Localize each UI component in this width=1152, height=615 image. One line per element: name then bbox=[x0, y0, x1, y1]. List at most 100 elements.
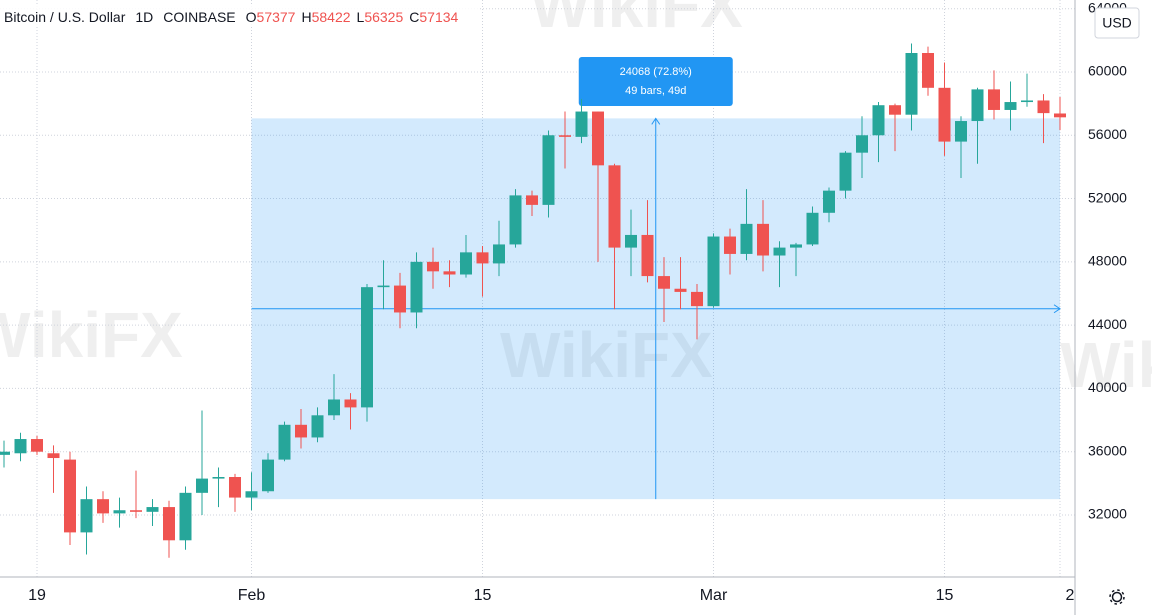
candle-body bbox=[938, 87, 951, 142]
candle-body bbox=[526, 195, 538, 205]
arrow-head bbox=[651, 117, 661, 125]
candle-body bbox=[31, 439, 43, 452]
y-tick-label: 32000 bbox=[1088, 506, 1127, 522]
symbol-name: Bitcoin / U.S. Dollar bbox=[4, 9, 126, 25]
candle-body bbox=[311, 415, 324, 438]
candle-body bbox=[559, 135, 571, 137]
candle-body bbox=[278, 424, 291, 460]
candle-body bbox=[856, 135, 868, 153]
ohlc-value: 57377 bbox=[257, 9, 296, 25]
ohlc-value: 58422 bbox=[312, 9, 351, 25]
ohlc-label: C bbox=[409, 9, 419, 25]
settings-icon[interactable] bbox=[1109, 589, 1125, 605]
candle-body bbox=[113, 510, 126, 514]
candle-body bbox=[146, 507, 159, 512]
candle-body bbox=[427, 261, 439, 272]
x-tick-label: 15 bbox=[474, 587, 492, 604]
candle-body bbox=[707, 236, 720, 307]
watermark: WikiFX bbox=[0, 299, 183, 371]
candle-body bbox=[1037, 100, 1050, 114]
measure-sublabel: 49 bars, 49d bbox=[625, 85, 686, 97]
measure-label: 24068 (72.8%) bbox=[620, 66, 692, 78]
candle-body bbox=[64, 459, 76, 533]
candle-body bbox=[443, 271, 456, 275]
candle-body bbox=[823, 190, 835, 213]
candle-body bbox=[262, 459, 274, 492]
candle-body bbox=[80, 499, 93, 533]
y-tick-label: 40000 bbox=[1088, 379, 1127, 395]
y-tick-label: 36000 bbox=[1088, 442, 1127, 458]
candle-body bbox=[493, 244, 505, 264]
candle-body bbox=[344, 399, 357, 408]
measure-label-box bbox=[578, 57, 733, 106]
candle-body bbox=[806, 212, 819, 245]
candle-body bbox=[641, 234, 654, 277]
y-tick-label: 52000 bbox=[1088, 189, 1127, 205]
measure-tool[interactable]: 24068 (72.8%) 49 bars, 49d bbox=[251, 57, 1061, 500]
x-tick-label: 19 bbox=[28, 587, 46, 604]
candle-body bbox=[460, 252, 472, 275]
candle-body bbox=[971, 89, 984, 122]
candle-body bbox=[658, 276, 670, 289]
candle-body bbox=[509, 195, 522, 245]
candle-body bbox=[295, 424, 307, 438]
currency-badge[interactable] bbox=[1094, 7, 1140, 39]
candle-body bbox=[179, 492, 192, 541]
candle-body bbox=[674, 288, 687, 292]
y-tick-label: 60000 bbox=[1088, 63, 1127, 79]
candle-body bbox=[476, 252, 489, 264]
candle-body bbox=[1054, 113, 1066, 118]
currency: USD bbox=[1102, 15, 1132, 31]
candle-body bbox=[988, 89, 1000, 110]
candle-body bbox=[608, 165, 621, 248]
candle-body bbox=[47, 453, 60, 459]
candle-body bbox=[410, 261, 423, 313]
x-tick-label: Mar bbox=[700, 587, 728, 604]
watermark: WikiFX bbox=[530, 0, 743, 41]
candle-body bbox=[229, 477, 241, 498]
arrow-head bbox=[1053, 304, 1061, 314]
candle-body bbox=[592, 111, 604, 166]
candle-body bbox=[377, 285, 390, 288]
candle-body bbox=[542, 135, 555, 205]
candle-body bbox=[740, 223, 753, 254]
candle-body bbox=[14, 439, 27, 454]
candle-body bbox=[97, 499, 109, 514]
candle-body bbox=[212, 477, 225, 479]
candle-body bbox=[922, 53, 934, 88]
candle-body bbox=[575, 111, 588, 137]
watermarks: WikiFXWikiFXWikiFXWikiFX bbox=[0, 0, 1152, 401]
ohlc-label: H bbox=[301, 9, 311, 25]
ohlc-label: L bbox=[357, 9, 365, 25]
candle-body bbox=[361, 287, 373, 408]
candles bbox=[0, 43, 1066, 558]
x-tick-label: 15 bbox=[936, 587, 954, 604]
candle-body bbox=[196, 478, 208, 493]
candle-body bbox=[394, 285, 406, 313]
candle-body bbox=[955, 121, 967, 142]
candle-body bbox=[130, 510, 142, 512]
header-bg bbox=[0, 4, 480, 26]
candle-body bbox=[163, 507, 175, 541]
candle-body bbox=[872, 105, 885, 136]
header: Bitcoin / U.S. Dollar 1D COINBASE O57377 H58… bbox=[0, 4, 480, 26]
candle-body bbox=[328, 399, 340, 416]
candle-body bbox=[757, 223, 769, 256]
ohlc-label: O bbox=[246, 9, 257, 25]
candle-body bbox=[0, 451, 10, 455]
candle-body bbox=[1004, 102, 1017, 110]
candle-body bbox=[790, 244, 802, 248]
candle-body bbox=[905, 53, 918, 115]
x-tick-label: Feb bbox=[238, 587, 266, 604]
x-tick-label: 2 bbox=[1066, 587, 1075, 604]
y-tick-label: 56000 bbox=[1088, 126, 1127, 142]
ohlc-value: 57134 bbox=[419, 9, 458, 25]
y-tick-label: 44000 bbox=[1088, 316, 1127, 332]
candle-body bbox=[691, 291, 703, 307]
candle-body bbox=[839, 152, 852, 191]
watermark: WikiFX bbox=[500, 319, 713, 391]
symbol-header: Bitcoin / U.S. Dollar 1D COINBASE O57377 H58… bbox=[4, 9, 459, 25]
candle-body bbox=[1021, 100, 1033, 103]
candle-body bbox=[245, 491, 258, 498]
candle-body bbox=[889, 105, 901, 115]
